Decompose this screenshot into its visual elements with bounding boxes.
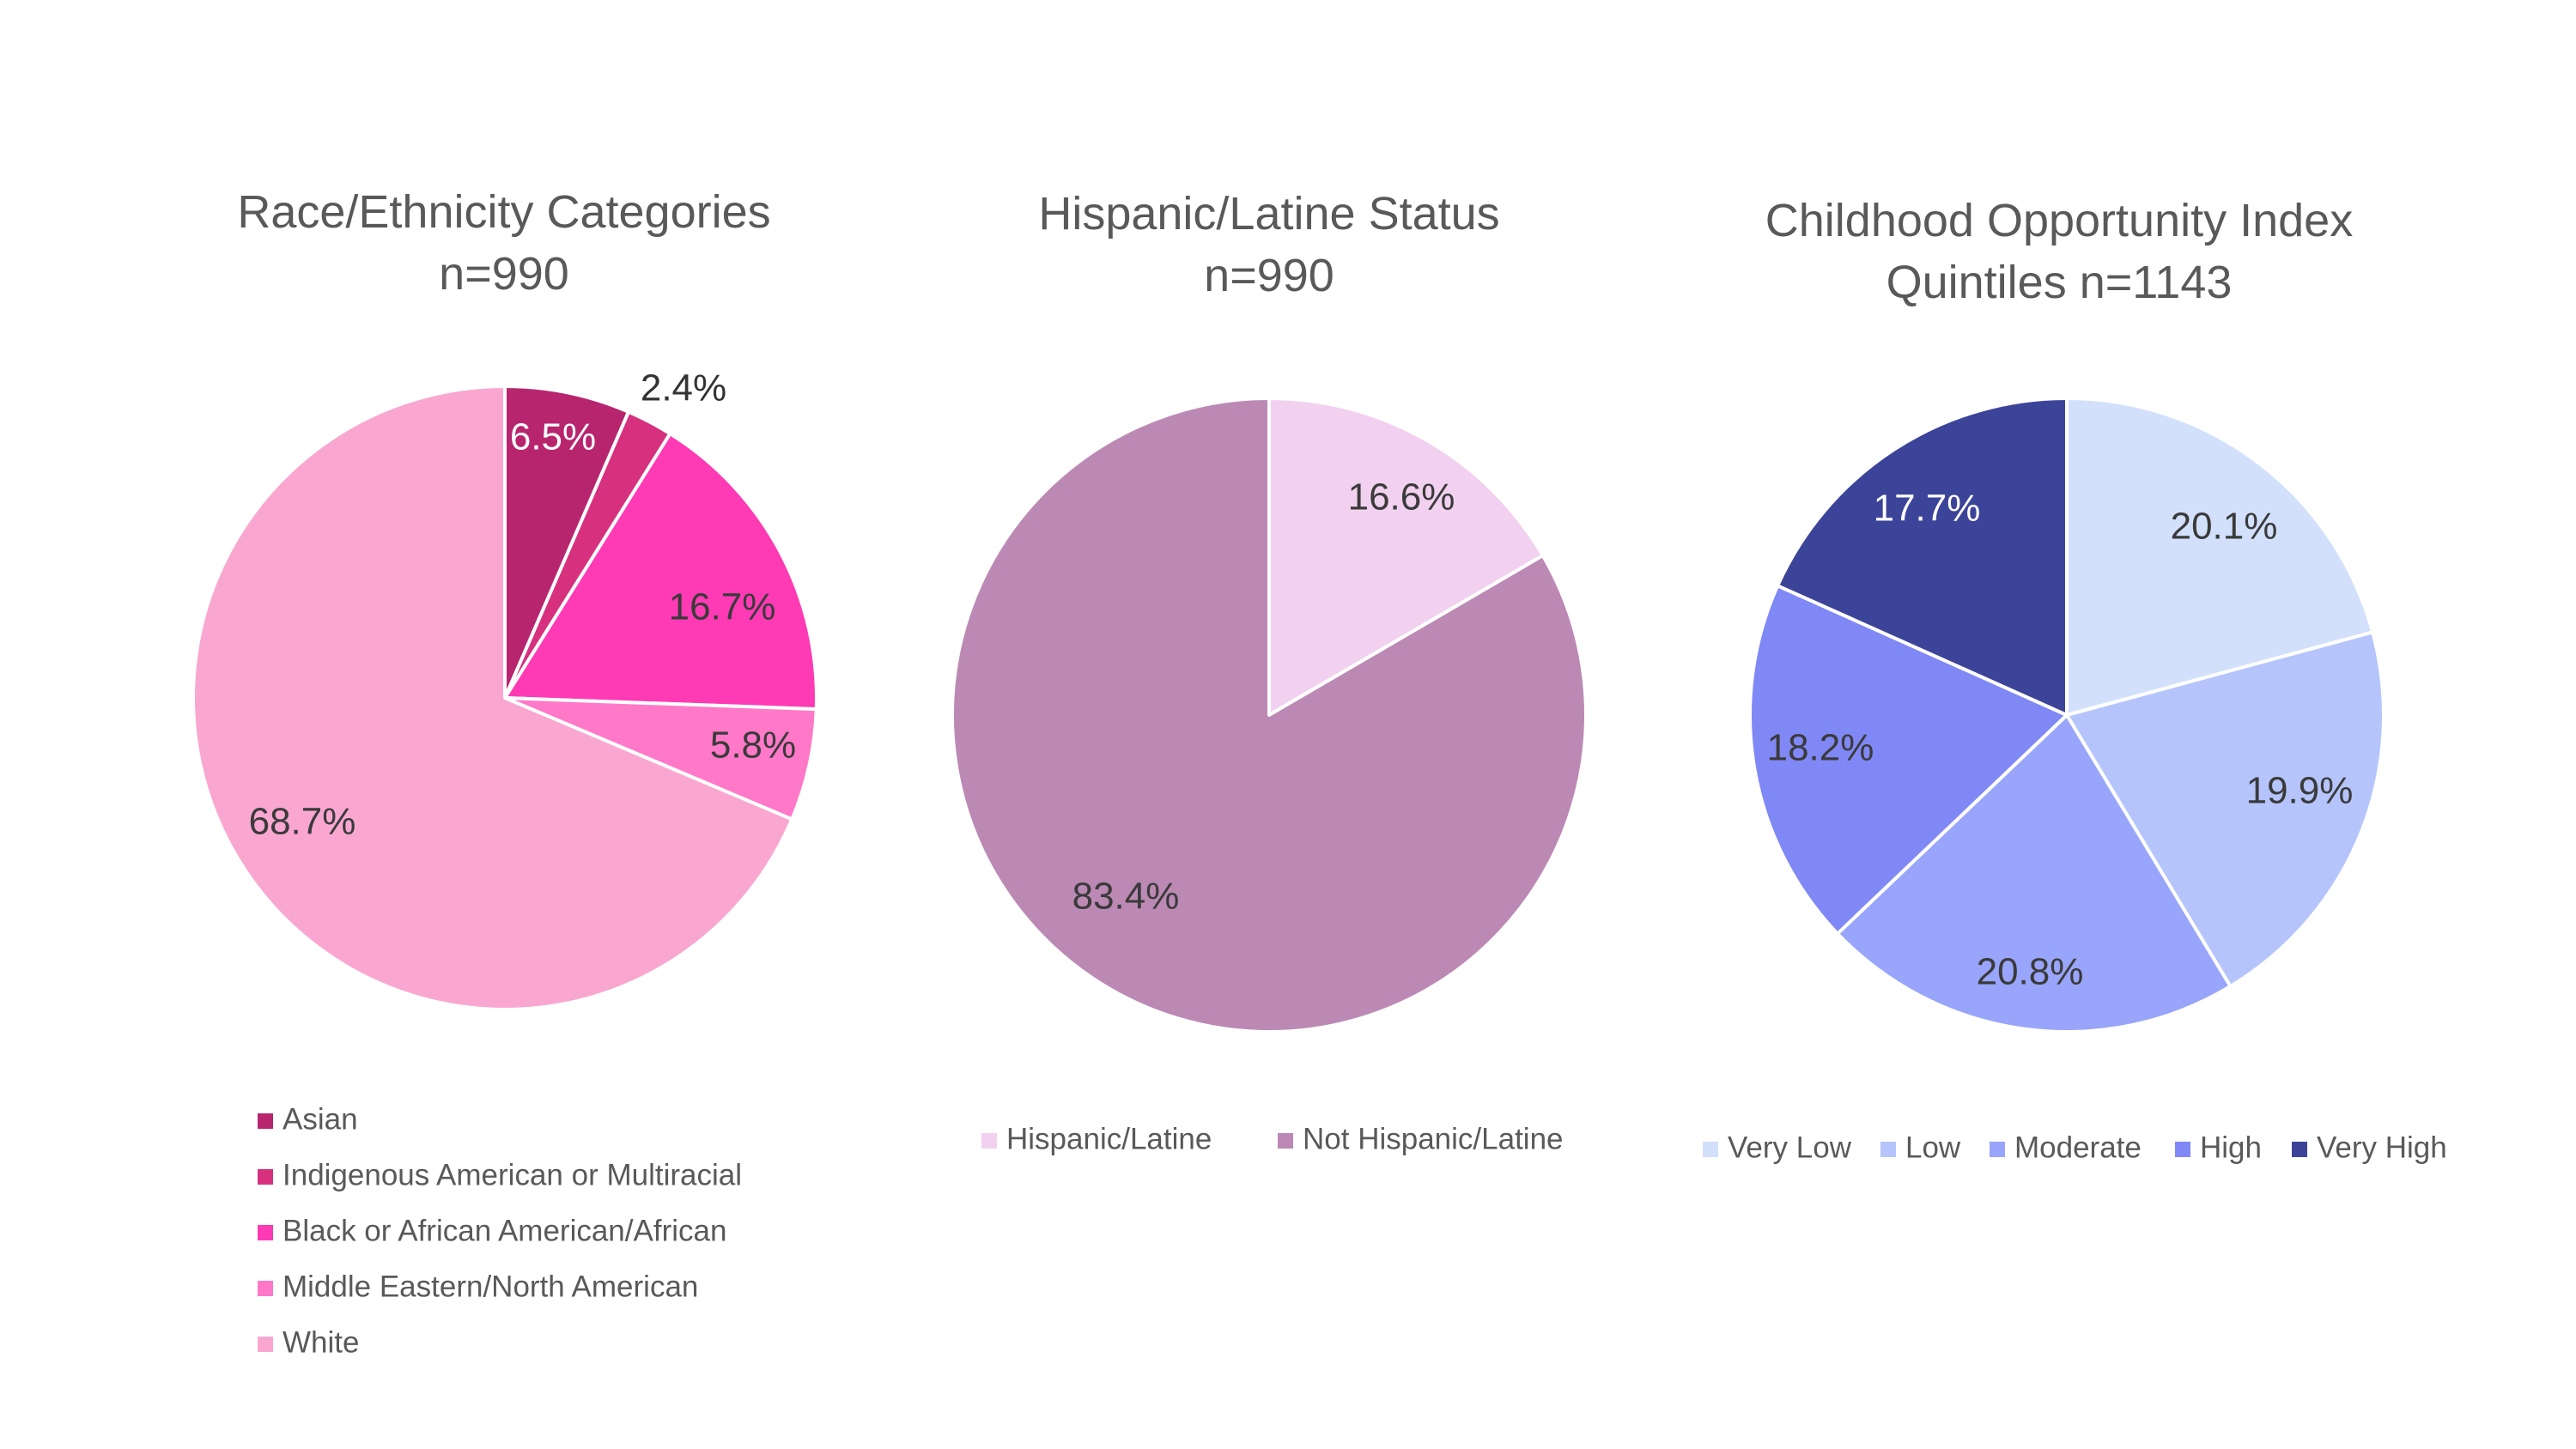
coi-legend-item-very-high: Very High [2292, 1131, 2447, 1164]
hispanic-legend-label-not-hispanic-latine: Not Hispanic/Latine [1303, 1122, 1564, 1155]
coi-legend-label-high: High [2200, 1131, 2262, 1164]
hispanic-data-label-hispanic-latine: 16.6% [1348, 476, 1455, 518]
coi-data-label-very-low: 20.1% [2171, 506, 2278, 548]
race-pie-data-labels: 6.5% 2.4% 16.7% 5.8% 68.7% [249, 367, 797, 843]
race-legend-item-white: White [258, 1325, 359, 1359]
race-data-label-white: 68.7% [249, 801, 356, 843]
hispanic-data-label-not-hispanic-latine: 83.4% [1072, 876, 1180, 918]
coi-data-label-high: 18.2% [1767, 727, 1874, 769]
coi-legend-swatch-very-low [1703, 1142, 1718, 1157]
race-legend-label-middle-eastern-north-american: Middle Eastern/North American [283, 1270, 698, 1303]
coi-legend-item-moderate: Moderate [1990, 1131, 2142, 1164]
hispanic-pie-data-labels: 16.6% 83.4% [1072, 476, 1455, 918]
race-data-label-black-or-african-american-african: 16.7% [669, 586, 776, 628]
race-chart-title-line-1: Race/Ethnicity Categories [237, 186, 770, 238]
coi-data-label-very-high: 17.7% [1874, 488, 1981, 530]
coi-slice-very-low [2065, 397, 2375, 717]
race-legend-item-asian: Asian [258, 1102, 358, 1136]
race-ethnicity-pie-chart: Race/Ethnicity Categories n=990 6.5% 2.4%… [191, 186, 818, 1359]
hispanic-legend-swatch-not-hispanic-latine [1278, 1133, 1293, 1149]
race-data-label-asian: 6.5% [510, 416, 596, 458]
race-legend-label-black-or-african-american-african: Black or African American/African [283, 1214, 726, 1247]
race-legend-swatch-middle-eastern-north-american [258, 1281, 273, 1296]
race-legend-item-black-or-african-american-african: Black or African American/African [258, 1214, 726, 1247]
hispanic-slice-not-hispanic-latine [951, 397, 1588, 1034]
coi-chart-title-line-1: Childhood Opportunity Index [1765, 195, 2353, 246]
race-data-label-middle-eastern-north-american: 5.8% [710, 724, 796, 767]
hispanic-legend-swatch-hispanic-latine [981, 1133, 997, 1149]
hispanic-chart-title-line-2: n=990 [1204, 250, 1334, 301]
hispanic-slice-hispanic-latine [1267, 397, 1545, 717]
race-data-label-indigenous-american-or-multiracial: 2.4% [641, 367, 726, 409]
coi-legend-swatch-low [1880, 1142, 1896, 1157]
race-slice-asian [503, 385, 631, 700]
race-legend: Asian Indigenous American or Multiracial B… [258, 1102, 742, 1359]
coi-quintiles-pie-chart: Childhood Opportunity Index Quintiles n=… [1703, 195, 2447, 1164]
coi-legend-label-low: Low [1905, 1131, 1961, 1164]
race-legend-swatch-indigenous-american-or-multiracial [258, 1169, 273, 1185]
coi-legend-item-low: Low [1880, 1131, 1961, 1164]
race-chart-title-line-2: n=990 [439, 248, 569, 300]
coi-legend-item-very-low: Very Low [1703, 1131, 1852, 1164]
coi-data-label-low: 19.9% [2246, 770, 2354, 812]
hispanic-legend-label-hispanic-latine: Hispanic/Latine [1006, 1122, 1212, 1155]
race-legend-swatch-black-or-african-american-african [258, 1225, 273, 1240]
coi-legend-swatch-moderate [1990, 1142, 2005, 1157]
race-legend-swatch-asian [258, 1113, 273, 1129]
race-legend-label-white: White [283, 1325, 359, 1359]
race-slice-middle-eastern-north-american [503, 696, 818, 822]
coi-slice-high [1748, 584, 2069, 936]
hispanic-pie-slices [951, 397, 1588, 1034]
hispanic-legend-item-not-hispanic-latine: Not Hispanic/Latine [1278, 1122, 1564, 1155]
race-legend-label-asian: Asian [283, 1102, 358, 1136]
coi-chart-title-line-2: Quintiles n=1143 [1886, 257, 2233, 308]
hispanic-latine-pie-chart: Hispanic/Latine Status n=990 16.6%83.4% … [951, 188, 1588, 1155]
coi-slice-very-high [1776, 397, 2069, 717]
race-legend-label-indigenous-american-or-multiracial: Indigenous American or Multiracial [283, 1158, 742, 1191]
coi-legend: Very Low Low Moderate High Very High [1703, 1131, 2447, 1164]
race-slice-white [191, 385, 794, 1011]
coi-legend-label-moderate: Moderate [2014, 1131, 2142, 1164]
race-legend-item-middle-eastern-north-american: Middle Eastern/North American [258, 1270, 698, 1303]
coi-legend-item-high: High [2175, 1131, 2262, 1164]
coi-legend-swatch-high [2175, 1142, 2190, 1157]
coi-data-label-moderate: 20.8% [1977, 951, 2084, 993]
hispanic-chart-title-line-1: Hispanic/Latine Status [1038, 188, 1499, 239]
coi-pie-data-labels: 20.1% 19.9% 20.8% 18.2% 17.7% [1767, 488, 2354, 993]
coi-slice-moderate [1836, 713, 2233, 1034]
coi-slice-low [2065, 630, 2385, 989]
race-legend-swatch-white [258, 1337, 273, 1352]
race-pie-slices [191, 385, 818, 1011]
hispanic-legend: Hispanic/Latine Not Hispanic/Latine [981, 1122, 1564, 1155]
race-legend-item-indigenous-american-or-multiracial: Indigenous American or Multiracial [258, 1158, 742, 1191]
coi-legend-swatch-very-high [2292, 1142, 2307, 1157]
race-slice-black-or-african-american-african [503, 432, 818, 712]
coi-pie-slices [1748, 397, 2385, 1034]
coi-legend-label-very-high: Very High [2317, 1131, 2447, 1164]
coi-legend-label-very-low: Very Low [1728, 1131, 1852, 1164]
hispanic-legend-item-hispanic-latine: Hispanic/Latine [981, 1122, 1212, 1155]
